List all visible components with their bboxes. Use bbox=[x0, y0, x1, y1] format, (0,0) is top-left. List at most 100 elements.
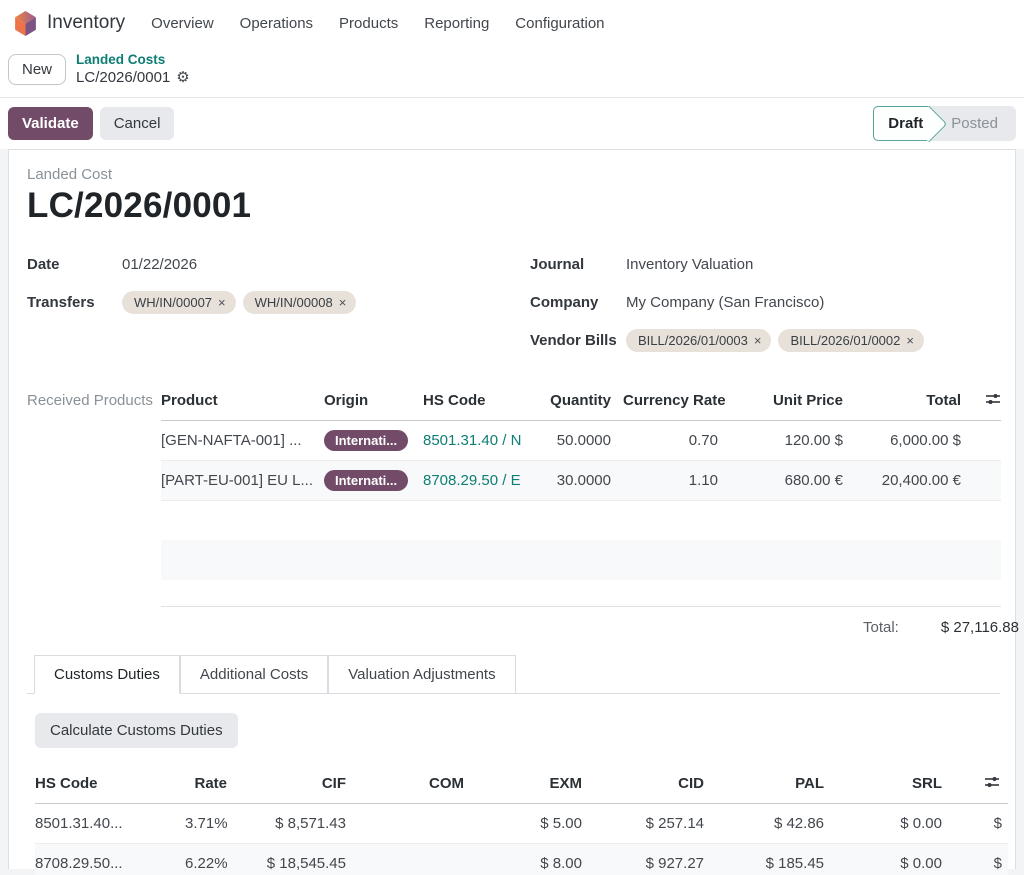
cell-currency-rate[interactable]: 0.70 bbox=[688, 431, 718, 449]
gear-icon[interactable]: ⚙ bbox=[176, 68, 190, 86]
cell-total[interactable]: 20,400.00 € bbox=[881, 471, 961, 489]
menu-products[interactable]: Products bbox=[339, 14, 399, 32]
empty-row bbox=[161, 540, 1001, 581]
transfers-tags[interactable]: WH/IN/00007 × WH/IN/00008 × bbox=[122, 291, 357, 315]
cell-cif[interactable]: $ 8,571.43 bbox=[275, 814, 346, 832]
breadcrumb: Landed Costs LC/2026/0001 ⚙ bbox=[76, 52, 190, 88]
cell-cif[interactable]: $ 18,545.45 bbox=[266, 854, 346, 872]
customs-duties-table: HS Code Rate CIF COM EXM CID PAL SRL bbox=[35, 765, 1008, 875]
col-srl[interactable]: SRL bbox=[912, 775, 942, 793]
remove-tag-icon[interactable]: × bbox=[338, 295, 347, 311]
col-hs-code[interactable]: HS Code bbox=[423, 392, 486, 410]
hs-code-link[interactable]: 8708.29.50 / E bbox=[423, 471, 521, 489]
customs-duties-pane: Calculate Customs Duties HS Code Rate CI… bbox=[27, 694, 1008, 875]
app-switcher[interactable]: Inventory bbox=[13, 10, 125, 37]
col-quantity[interactable]: Quantity bbox=[550, 392, 611, 410]
remove-tag-icon[interactable]: × bbox=[753, 333, 762, 349]
table-row[interactable]: [GEN-NAFTA-001] ... Internati... 8501.31… bbox=[161, 420, 1001, 461]
cell-currency-rate[interactable]: 1.10 bbox=[688, 471, 718, 489]
vendor-bills-label: Vendor Bills bbox=[530, 332, 617, 350]
col-rate[interactable]: Rate bbox=[194, 775, 227, 793]
transfer-tag[interactable]: WH/IN/00007 × bbox=[122, 291, 236, 315]
cancel-button[interactable]: Cancel bbox=[99, 106, 175, 140]
remove-tag-icon[interactable]: × bbox=[218, 295, 226, 311]
cell-com[interactable] bbox=[358, 803, 476, 843]
col-origin[interactable]: Origin bbox=[324, 392, 369, 410]
origin-badge[interactable]: Internati... bbox=[324, 429, 409, 451]
status-posted[interactable]: Posted bbox=[951, 114, 998, 132]
status-draft[interactable]: Draft bbox=[873, 105, 930, 141]
tab-valuation-adjustments[interactable]: Valuation Adjustments bbox=[328, 654, 516, 694]
col-total[interactable]: Total bbox=[926, 392, 961, 410]
control-panel: New Landed Costs LC/2026/0001 ⚙ bbox=[0, 46, 1024, 97]
tab-additional-costs[interactable]: Additional Costs bbox=[179, 654, 329, 694]
cell-pal[interactable]: $ 42.86 bbox=[773, 814, 824, 832]
cell-cid[interactable]: $ 257.14 bbox=[645, 814, 704, 832]
vendor-bills-field-row: Vendor Bills BILL/2026/01/0003 × BILL/20… bbox=[530, 322, 1000, 360]
date-input[interactable]: 01/22/2026 bbox=[122, 256, 198, 274]
transfer-tag[interactable]: WH/IN/00008 × bbox=[242, 291, 357, 315]
date-field-row: Date 01/22/2026 bbox=[27, 246, 530, 284]
inventory-app-icon bbox=[13, 10, 38, 37]
cell-srl[interactable]: $ 0.00 bbox=[900, 854, 942, 872]
cell-overflow[interactable]: $ bbox=[993, 854, 1002, 872]
cell-exm[interactable]: $ 8.00 bbox=[540, 854, 582, 872]
received-products-table: Product Origin HS Code Quantity Currency… bbox=[161, 382, 1001, 607]
cell-unit-price[interactable]: 120.00 $ bbox=[784, 431, 843, 449]
cell-quantity[interactable]: 30.0000 bbox=[556, 471, 611, 489]
new-button[interactable]: New bbox=[8, 54, 67, 86]
table-row[interactable]: 8501.31.40... 3.71% $ 8,571.43 $ 5.00 $ … bbox=[35, 803, 1008, 844]
journal-input[interactable]: Inventory Valuation bbox=[626, 256, 754, 274]
origin-badge[interactable]: Internati... bbox=[324, 469, 409, 491]
breadcrumb-parent-link[interactable]: Landed Costs bbox=[76, 52, 166, 67]
vendor-bill-tag[interactable]: BILL/2026/01/0002 × bbox=[778, 329, 924, 353]
col-pal[interactable]: PAL bbox=[795, 775, 824, 793]
total-label: Total: bbox=[863, 619, 899, 637]
company-input[interactable]: My Company (San Francisco) bbox=[626, 294, 825, 312]
menu-operations[interactable]: Operations bbox=[239, 14, 314, 32]
cell-com[interactable] bbox=[358, 843, 476, 875]
validate-button[interactable]: Validate bbox=[8, 106, 93, 140]
cell-rate[interactable]: 6.22% bbox=[185, 854, 228, 872]
vendor-bills-tags[interactable]: BILL/2026/01/0003 × BILL/2026/01/0002 × bbox=[626, 329, 924, 353]
received-products-section: Received Products Product Origin HS Code… bbox=[27, 382, 1001, 607]
col-product[interactable]: Product bbox=[161, 392, 218, 410]
tab-customs-duties[interactable]: Customs Duties bbox=[34, 654, 180, 694]
col-cif[interactable]: CIF bbox=[321, 775, 346, 793]
cell-srl[interactable]: $ 0.00 bbox=[900, 814, 942, 832]
app-name[interactable]: Inventory bbox=[47, 12, 126, 33]
calculate-customs-duties-button[interactable]: Calculate Customs Duties bbox=[35, 712, 238, 748]
col-currency-rate[interactable]: Currency Rate bbox=[623, 392, 726, 410]
col-unit-price[interactable]: Unit Price bbox=[772, 392, 843, 410]
col-com[interactable]: COM bbox=[429, 775, 464, 793]
cell-quantity[interactable]: 50.0000 bbox=[556, 431, 611, 449]
menu-reporting[interactable]: Reporting bbox=[424, 14, 490, 32]
col-cid[interactable]: CID bbox=[678, 775, 704, 793]
hs-code-link[interactable]: 8501.31.40 / N bbox=[423, 431, 522, 449]
transfers-field-row: Transfers WH/IN/00007 × WH/IN/00008 × bbox=[27, 284, 530, 322]
vendor-bill-tag[interactable]: BILL/2026/01/0003 × bbox=[626, 329, 772, 353]
cell-hs-code[interactable]: 8501.31.40... bbox=[35, 814, 123, 832]
transfer-tag-label: WH/IN/00007 bbox=[134, 295, 213, 311]
col-hs-code[interactable]: HS Code bbox=[35, 775, 98, 793]
cell-rate[interactable]: 3.71% bbox=[185, 814, 228, 832]
remove-tag-icon[interactable]: × bbox=[906, 333, 914, 349]
col-exm[interactable]: EXM bbox=[549, 775, 582, 793]
cell-product[interactable]: [GEN-NAFTA-001] ... bbox=[161, 431, 302, 449]
menu-overview[interactable]: Overview bbox=[151, 14, 214, 32]
menu-configuration[interactable]: Configuration bbox=[515, 14, 605, 32]
cell-pal[interactable]: $ 185.45 bbox=[765, 854, 824, 872]
cell-cid[interactable]: $ 927.27 bbox=[645, 854, 704, 872]
cell-exm[interactable]: $ 5.00 bbox=[540, 814, 582, 832]
cell-product[interactable]: [PART-EU-001] EU L... bbox=[161, 471, 313, 489]
cell-unit-price[interactable]: 680.00 € bbox=[784, 471, 843, 489]
table-row[interactable]: [PART-EU-001] EU L... Internati... 8708.… bbox=[161, 460, 1001, 501]
optional-columns-icon[interactable] bbox=[985, 391, 1001, 411]
cell-overflow[interactable]: $ bbox=[993, 814, 1002, 832]
cell-total[interactable]: 6,000.00 $ bbox=[890, 431, 961, 449]
cell-hs-code[interactable]: 8708.29.50... bbox=[35, 854, 123, 872]
table-row[interactable]: 8708.29.50... 6.22% $ 18,545.45 $ 8.00 $… bbox=[35, 843, 1008, 875]
status-pipeline: Draft Posted bbox=[873, 105, 1016, 141]
empty-row bbox=[161, 500, 1001, 540]
optional-columns-icon[interactable] bbox=[984, 774, 1000, 794]
